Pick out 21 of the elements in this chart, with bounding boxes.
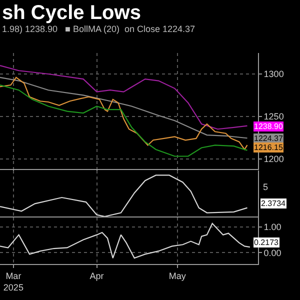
line-series xyxy=(0,64,248,130)
y-tick-label: 1200 xyxy=(264,154,284,164)
y-tick-label: 0.00 xyxy=(264,248,282,258)
annotation: 1224.37 xyxy=(254,134,284,143)
x-tick-label: Apr xyxy=(90,270,104,281)
line-series xyxy=(0,76,248,150)
text: 1.98) 1238.90 ■ BollMA (20) on Close 1224.37 xyxy=(2,24,196,34)
x-tick-label: Mar 2025 xyxy=(3,270,24,292)
line-series xyxy=(0,76,248,139)
line-series xyxy=(0,84,248,157)
annotation: 1238.90 xyxy=(254,122,284,131)
text: 5 xyxy=(263,182,268,192)
text: 2.3734 xyxy=(261,199,286,208)
line-series xyxy=(0,222,250,259)
y-tick-label: 1300 xyxy=(264,69,284,80)
x-tick-label: May xyxy=(168,270,186,281)
chart-title: sh Cycle Lows xyxy=(2,2,141,24)
annotation: 1216.15 xyxy=(254,143,284,152)
annotation: 0.2173 xyxy=(254,238,280,247)
y-tick-label: 1250 xyxy=(264,112,284,122)
y-tick-label: 1.00 xyxy=(264,222,282,232)
